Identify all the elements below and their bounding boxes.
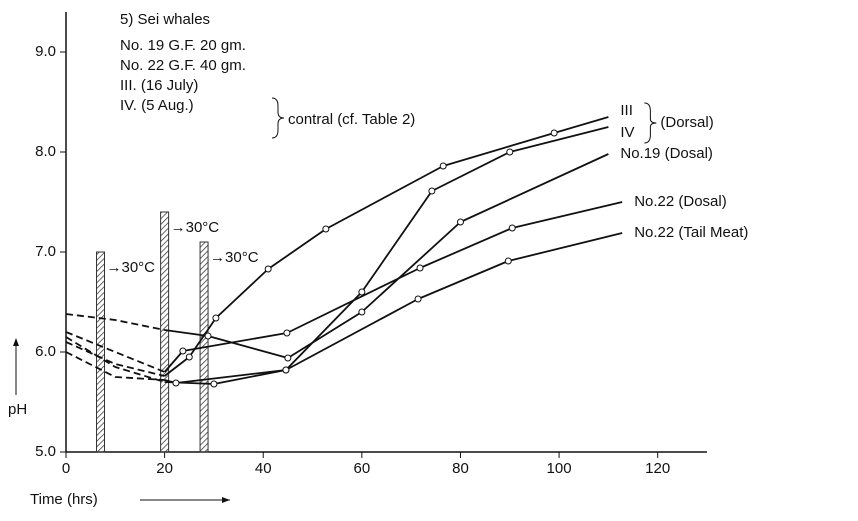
x-axis-label: Time (hrs) [30,491,98,508]
point [506,148,514,156]
point [456,218,464,226]
arrow-head [13,338,19,346]
series-label: No.22 (Dosal) [634,193,727,210]
y-tick-label: 7.0 [35,243,56,260]
point [264,265,272,273]
hatched-bar [160,211,170,453]
x-tick-label: 120 [645,460,670,477]
point [204,332,212,340]
line [164,153,609,359]
arrow-head [222,497,230,503]
x-tick-label: 40 [255,460,272,477]
annotation: →30°C [171,219,220,236]
dashed-line [65,331,165,373]
point [284,354,292,362]
point [210,380,218,388]
point [179,347,187,355]
legend-text: IV. (5 Aug.) [120,97,194,114]
y-axis-label: pH [8,401,27,418]
series-label: No.19 (Dosal) [620,145,713,162]
annotation: →30°C [107,259,156,276]
line [163,201,623,373]
point [358,308,366,316]
point [172,379,180,387]
point [504,257,512,265]
x-tick-label: 60 [354,460,371,477]
point [414,295,422,303]
point [550,129,558,137]
point [282,366,290,374]
y-tick-label: 6.0 [35,343,56,360]
y-tick-label: 9.0 [35,43,56,60]
x-tick-label: 0 [62,460,70,477]
point [185,353,193,361]
x-tick-label: 20 [156,460,173,477]
x-tick-label: 80 [452,460,469,477]
annotation: →30°C [210,249,259,266]
y-tick-label: 8.0 [35,143,56,160]
dashed-line [65,336,165,383]
point [508,224,516,232]
hatched-bar [96,251,106,453]
series-label: III [620,102,633,119]
point [416,264,424,272]
legend-text: No. 22 G.F. 40 gm. [120,57,246,74]
point [428,187,436,195]
dashed-line [65,341,165,377]
point [212,314,220,322]
group-label: (Dorsal) [660,114,713,131]
legend-bracket-label: contral (cf. Table 2) [288,111,415,128]
series-label: IV [620,124,634,141]
bracket [271,97,285,139]
dashed-line [65,313,165,331]
point [439,162,447,170]
chart-title: 5) Sei whales [120,11,210,28]
legend-text: No. 19 G.F. 20 gm. [120,37,246,54]
legend-text: III. (16 July) [120,77,198,94]
point [358,288,366,296]
bracket [644,102,657,144]
line [164,116,609,377]
dashed-line [65,351,165,381]
point [283,329,291,337]
x-tick-label: 100 [547,460,572,477]
series-label: No.22 (Tail Meat) [634,224,748,241]
point [322,225,330,233]
y-tick-label: 5.0 [35,443,56,460]
